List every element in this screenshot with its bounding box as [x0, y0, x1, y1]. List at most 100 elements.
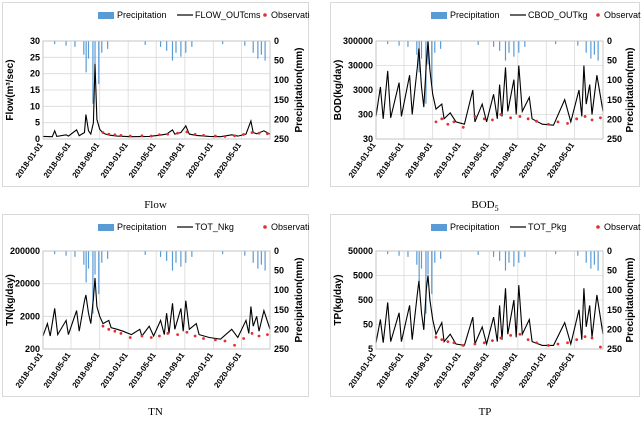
legend-precip-label: Precipitation: [450, 10, 500, 20]
observation-point: [214, 338, 217, 342]
flow-caption: Flow: [144, 199, 167, 211]
observation-point: [119, 134, 123, 137]
observation-point: [107, 327, 111, 331]
legend-obs-label: Observation: [604, 222, 641, 232]
x-tick-label: 2019-01-01: [432, 351, 463, 390]
observation-point: [446, 122, 450, 126]
observation-series: [101, 130, 269, 138]
y2-tick-label: 50: [607, 56, 617, 66]
legend: Precipitation FLOW_OUTcms Observation: [98, 10, 320, 20]
x-tick-label: 2019-05-01: [127, 141, 158, 180]
observation-point: [473, 115, 477, 118]
observation-point: [575, 338, 579, 342]
model-line: [375, 275, 604, 347]
x-tick-label: 2018-01-01: [347, 141, 378, 180]
observation-point: [128, 134, 132, 138]
tn-caption: TN: [148, 406, 163, 418]
observation-point: [509, 116, 513, 120]
bod-chart: Precipitation CBOD_OUTkg Observation 30 300 3…: [333, 10, 643, 180]
tn-chart: PrecipitationTOT_NkgObservation200200020…: [5, 222, 320, 390]
x-tick-label: 2019-01-01: [432, 141, 463, 180]
y2-tick-label: 100: [607, 75, 622, 85]
y2-tick-label: 0: [607, 36, 612, 46]
y2-tick-label: 250: [607, 134, 622, 144]
observation-point: [590, 118, 594, 122]
legend-model-label: TOT_Pkg: [528, 222, 566, 232]
tn-chart-frame: PrecipitationTOT_NkgObservation200200020…: [2, 214, 320, 397]
legend-precip-swatch: [98, 12, 114, 19]
observation-point: [491, 118, 494, 122]
observation-point: [185, 130, 189, 134]
legend-model-label: FLOW_OUTcms: [195, 10, 261, 20]
legend-obs-swatch: [263, 225, 267, 229]
x-tick-label: 2018-05-01: [42, 351, 73, 390]
x-tick-label: 2018-05-01: [375, 351, 406, 390]
observation-point: [119, 332, 123, 335]
observation-point: [166, 132, 170, 136]
legend-precip-swatch: [98, 224, 114, 231]
y-tick-label: 10: [30, 101, 40, 111]
x-tick-label: 2018-01-01: [347, 351, 378, 390]
x-tick-label: 2020-05-01: [212, 351, 243, 390]
legend-precip-swatch: [431, 224, 447, 231]
y2-tick-label: 0: [274, 36, 279, 46]
y2-tick-label: 100: [274, 75, 289, 85]
observation-point: [575, 117, 579, 121]
model-line: [42, 277, 271, 340]
x-tick-label: 2020-05-01: [212, 141, 243, 180]
observation-point: [518, 332, 522, 336]
observation-point: [535, 341, 538, 345]
precipitation-series: [54, 251, 266, 314]
precipitation-series: [54, 41, 266, 104]
observation-point: [599, 116, 602, 120]
observation-point: [583, 335, 587, 339]
model-line: [375, 40, 604, 126]
y-tick-label: 50: [363, 320, 373, 330]
bod-chart-frame: Precipitation CBOD_OUTkg Observation 30 300 3…: [330, 2, 643, 187]
y2-tick-label: 50: [607, 266, 617, 276]
y2-tick-label: 200: [274, 114, 289, 124]
observation-point: [223, 134, 227, 138]
y2-tick-label: 250: [274, 344, 289, 354]
y-axis-title: TP(kg/day): [333, 274, 344, 325]
y-tick-label: 50000: [348, 246, 373, 256]
observation-point: [440, 117, 444, 121]
observation-point: [566, 121, 569, 125]
observation-point: [556, 120, 560, 124]
y2-axis-title: Precipitation(mm): [625, 47, 636, 132]
x-tick-label: 2020-01-01: [184, 351, 215, 390]
observation-point: [434, 120, 438, 124]
observation-point: [223, 339, 227, 343]
tp-chart: PrecipitationTOT_PkgObservation550500500…: [333, 222, 643, 390]
observation-point: [242, 133, 246, 136]
y-tick-label: 5: [368, 344, 373, 354]
observation-point: [599, 345, 602, 349]
x-tick-label: 2018-05-01: [375, 141, 406, 180]
y-tick-label: 30: [363, 134, 373, 144]
y-axis-title: BOD(kg/day): [333, 60, 344, 121]
bod-caption: BOD5: [471, 199, 499, 214]
x-tick-label: 2019-05-01: [127, 351, 158, 390]
x-tick-label: 2018-05-01: [42, 141, 73, 180]
legend-obs-swatch: [596, 13, 600, 17]
y2-axis-title: Precipitation(mm): [294, 47, 305, 132]
x-tick-label: 2020-05-01: [545, 351, 576, 390]
y-tick-label: 2000: [20, 311, 40, 321]
y2-tick-label: 0: [274, 246, 279, 256]
legend-precip-label: Precipitation: [117, 222, 167, 232]
legend-obs-swatch: [263, 13, 267, 17]
observation-point: [257, 334, 261, 338]
observation-point: [250, 332, 254, 335]
observation-point: [128, 336, 132, 339]
observation-point: [107, 132, 111, 136]
observation-point: [446, 340, 450, 344]
observation-point: [473, 342, 477, 346]
observation-point: [202, 337, 205, 340]
observation-point: [193, 133, 197, 136]
x-tick-label: 2018-09-01: [70, 351, 101, 390]
observation-point: [461, 125, 465, 129]
observation-point: [482, 117, 486, 121]
y2-tick-label: 0: [607, 246, 612, 256]
legend-model-label: TOT_Nkg: [195, 222, 234, 232]
x-tick-label: 2019-05-01: [460, 141, 491, 180]
